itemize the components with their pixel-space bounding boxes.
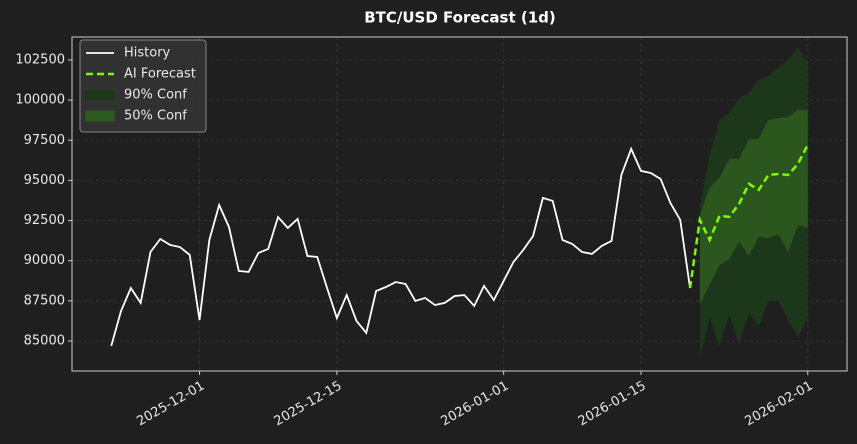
legend-label: History [124, 46, 171, 61]
y-tick-label: 97500 [24, 133, 65, 148]
legend-swatch [85, 110, 115, 122]
y-tick-label: 90000 [24, 253, 65, 268]
y-tick-label: 95000 [24, 173, 65, 188]
y-tick-label: 100000 [15, 93, 65, 108]
legend-label: 90% Conf [124, 88, 187, 103]
y-tick-label: 85000 [24, 333, 65, 348]
confidence-band [699, 109, 808, 305]
chart-title: BTC/USD Forecast (1d) [364, 9, 556, 27]
legend: History AI Forecast 90% Conf 50% Conf [79, 39, 207, 133]
legend-label: AI Forecast [124, 67, 196, 82]
legend-label: 50% Conf [124, 109, 187, 124]
y-tick-label: 102500 [15, 52, 65, 67]
y-tick-label: 92500 [24, 213, 65, 228]
axes-frame [71, 36, 848, 372]
legend-frame [79, 39, 207, 133]
y-tick-label: 87500 [24, 293, 65, 308]
series-line [688, 144, 809, 289]
legend-swatch [85, 89, 115, 101]
series-line [110, 146, 691, 347]
